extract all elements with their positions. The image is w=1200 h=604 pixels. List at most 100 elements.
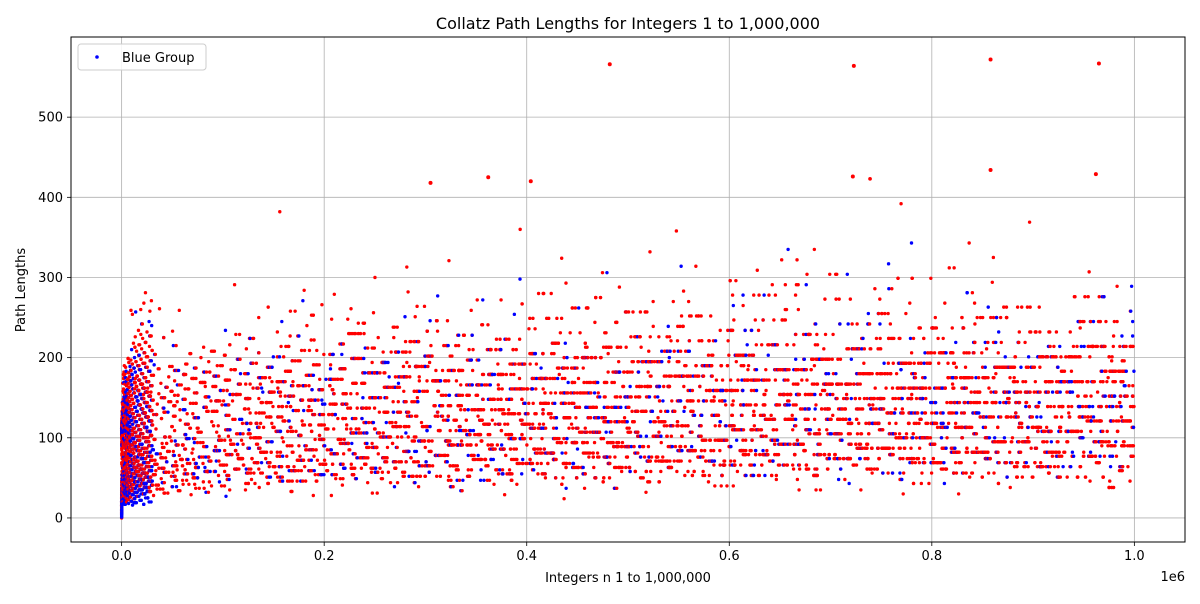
- data-point: [253, 482, 256, 485]
- data-point: [373, 427, 376, 430]
- data-point: [366, 481, 369, 484]
- data-point: [449, 404, 452, 407]
- data-point: [270, 366, 273, 369]
- data-point: [276, 386, 279, 389]
- data-point: [202, 346, 205, 349]
- data-point: [381, 471, 384, 474]
- data-point: [416, 396, 419, 399]
- data-point: [149, 490, 152, 493]
- data-point: [203, 381, 206, 384]
- data-point: [312, 494, 315, 497]
- data-point: [178, 309, 181, 312]
- data-point: [173, 394, 176, 397]
- data-point: [228, 378, 231, 381]
- data-point: [145, 426, 148, 429]
- data-point: [146, 496, 149, 499]
- data-point: [228, 428, 231, 431]
- data-point: [428, 319, 431, 322]
- data-point: [144, 376, 147, 379]
- data-point: [397, 400, 400, 403]
- data-point: [355, 477, 358, 480]
- data-point: [189, 426, 192, 429]
- data-point: [193, 483, 196, 486]
- data-point: [245, 422, 248, 425]
- data-point: [342, 342, 345, 345]
- data-point: [257, 316, 260, 319]
- data-point: [133, 391, 136, 394]
- data-point: [163, 396, 166, 399]
- data-point: [285, 405, 288, 408]
- data-point: [255, 422, 258, 425]
- data-point: [152, 374, 155, 377]
- data-point: [152, 363, 155, 366]
- data-point: [237, 467, 240, 470]
- data-point: [335, 473, 338, 476]
- data-point: [355, 392, 358, 395]
- data-point: [196, 426, 199, 429]
- data-point: [415, 414, 418, 417]
- data-point: [150, 359, 153, 362]
- data-point: [258, 486, 261, 489]
- data-point: [197, 466, 200, 469]
- data-point: [439, 379, 442, 382]
- data-point: [420, 421, 423, 424]
- data-point: [150, 469, 153, 472]
- data-point: [356, 406, 359, 409]
- data-point: [224, 495, 227, 498]
- data-point: [428, 425, 431, 428]
- data-point: [164, 435, 167, 438]
- data-point: [336, 417, 339, 420]
- data-point: [163, 491, 166, 494]
- data-point: [176, 394, 179, 397]
- data-point: [175, 468, 178, 471]
- data-point: [343, 467, 346, 470]
- data-point: [345, 427, 348, 430]
- data-point: [341, 463, 344, 466]
- data-point: [405, 375, 408, 378]
- data-point: [163, 481, 166, 484]
- data-point: [181, 479, 184, 482]
- data-point: [333, 293, 336, 296]
- data-point: [404, 460, 407, 463]
- data-point: [166, 386, 169, 389]
- data-point: [133, 426, 136, 429]
- data-point: [239, 382, 242, 385]
- data-point: [449, 479, 452, 482]
- data-point: [334, 402, 337, 405]
- data-point: [396, 481, 399, 484]
- data-point: [150, 434, 153, 437]
- data-point: [148, 309, 151, 312]
- data-point: [150, 465, 153, 468]
- data-point: [257, 426, 260, 429]
- data-point: [330, 448, 333, 451]
- data-point: [134, 430, 137, 433]
- data-point: [174, 439, 177, 442]
- data-point: [189, 493, 192, 496]
- data-point: [423, 439, 426, 442]
- data-point: [426, 390, 429, 393]
- data-point: [397, 350, 400, 353]
- data-point: [324, 378, 327, 381]
- data-point: [282, 355, 285, 358]
- data-point: [223, 484, 226, 487]
- data-point: [240, 439, 243, 442]
- data-point: [334, 477, 337, 480]
- data-point: [268, 461, 271, 464]
- data-point: [146, 355, 149, 358]
- data-point: [166, 410, 169, 413]
- data-point: [204, 385, 207, 388]
- data-point: [189, 352, 192, 355]
- data-point: [436, 294, 439, 297]
- data-point: [316, 459, 319, 462]
- data-point: [381, 477, 384, 480]
- data-point: [361, 406, 364, 409]
- data-point: [185, 412, 188, 415]
- data-point: [178, 489, 181, 492]
- data-point: [200, 430, 203, 433]
- data-point: [196, 476, 199, 479]
- data-point: [138, 414, 141, 417]
- data-point: [394, 421, 397, 424]
- data-point: [270, 422, 273, 425]
- data-point: [417, 460, 420, 463]
- data-point: [234, 368, 237, 371]
